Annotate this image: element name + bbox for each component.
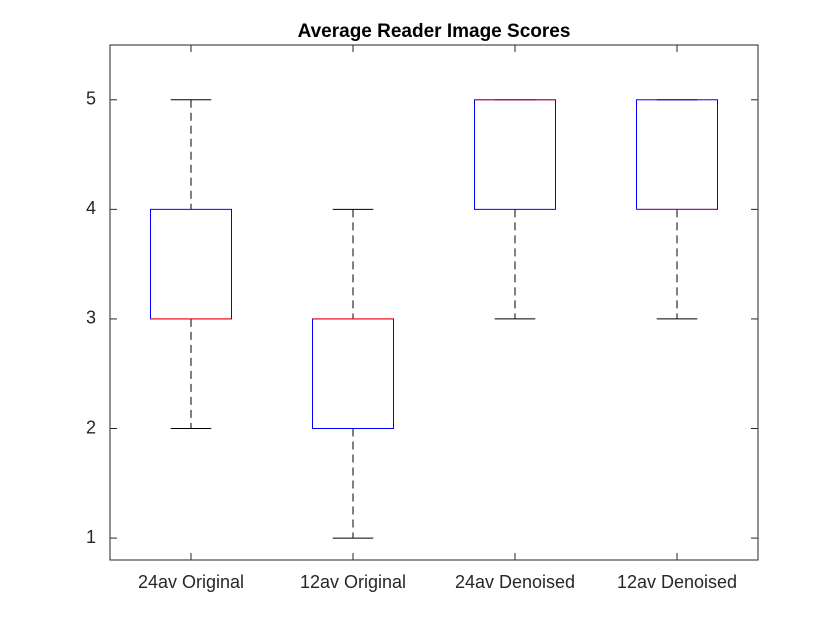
y-tick-label: 2 bbox=[86, 417, 96, 437]
x-tick-label: 24av Original bbox=[138, 572, 244, 592]
y-tick-label: 4 bbox=[86, 198, 96, 218]
y-tick-label: 5 bbox=[86, 89, 96, 109]
y-tick-label: 1 bbox=[86, 527, 96, 547]
x-tick-label: 12av Original bbox=[300, 572, 406, 592]
chart-title: Average Reader Image Scores bbox=[298, 21, 571, 42]
plot-frame bbox=[109, 44, 759, 561]
x-tick-label: 24av Denoised bbox=[455, 572, 575, 592]
y-tick-label: 3 bbox=[86, 308, 96, 328]
x-tick-label: 12av Denoised bbox=[617, 572, 737, 592]
